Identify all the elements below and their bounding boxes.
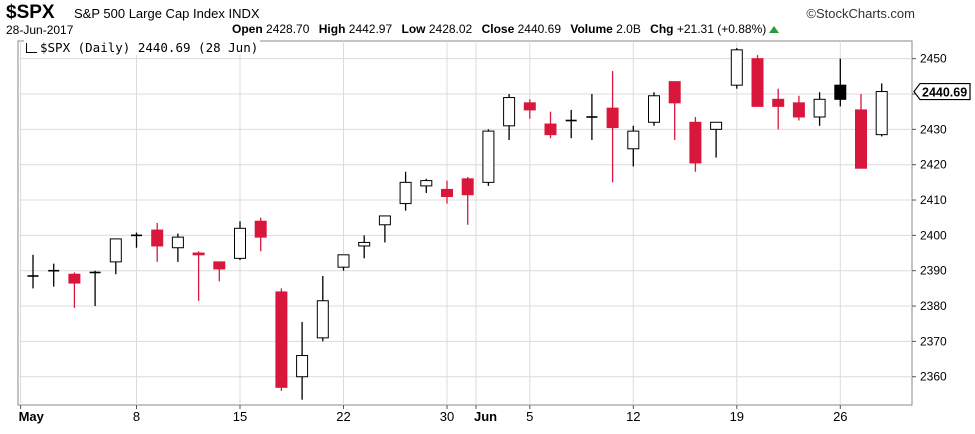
candle-body[interactable] — [730, 49, 743, 86]
ohlc-values: Open 2428.70 High 2442.97 Low 2428.02 Cl… — [232, 22, 780, 36]
close-label: Close — [481, 22, 515, 36]
exchange: INDX — [228, 6, 260, 21]
candle-body[interactable] — [813, 98, 826, 118]
low-value: 2428.02 — [428, 22, 473, 36]
x-tick-label: 26 — [833, 409, 847, 424]
candle-body[interactable] — [151, 229, 164, 247]
y-tick-label: 2370 — [920, 334, 947, 348]
candle-body[interactable] — [668, 81, 681, 104]
candle-body[interactable] — [109, 238, 122, 263]
brand[interactable]: ©StockCharts.com — [806, 6, 915, 21]
candle-body[interactable] — [710, 121, 723, 130]
y-tick-label: 2400 — [920, 228, 947, 242]
x-tick-label: 30 — [440, 409, 454, 424]
x-tick-label: 19 — [730, 409, 744, 424]
chg-value: +21.31 (+0.88%) — [676, 22, 767, 36]
high-value: 2442.97 — [348, 22, 393, 36]
open-value: 2428.70 — [266, 22, 310, 36]
candle-body[interactable] — [503, 97, 516, 127]
chart-type-icon — [26, 43, 37, 53]
candle-body[interactable] — [399, 181, 412, 205]
candle-body[interactable] — [358, 241, 371, 247]
volume-value: 2.0B — [616, 22, 641, 36]
x-tick-label: May — [19, 409, 45, 424]
y-tick-label: 2450 — [920, 52, 947, 66]
candle-body[interactable] — [751, 58, 764, 107]
candle-body[interactable] — [855, 109, 867, 169]
brand-name[interactable]: StockCharts.com — [816, 6, 915, 21]
candle-body[interactable] — [689, 121, 702, 164]
candle-body[interactable] — [420, 180, 433, 187]
y-tick-label: 2420 — [920, 158, 947, 172]
candle-body[interactable] — [378, 215, 391, 226]
candle-body[interactable] — [254, 220, 267, 238]
x-tick-label: Jun — [474, 409, 497, 424]
series-label-text: $SPX (Daily) 2440.69 (28 Jun) — [40, 40, 259, 55]
candle-body[interactable] — [544, 123, 557, 136]
quote-date: 28-Jun-2017 — [6, 23, 74, 37]
candle-body[interactable] — [834, 84, 847, 100]
last-price-label: 2440.69 — [922, 86, 967, 100]
y-tick-label: 2390 — [920, 264, 947, 278]
x-tick-label: 5 — [526, 409, 533, 424]
title-row: $SPX S&P 500 Large Cap Index INDX ©Stock… — [0, 2, 975, 24]
open-label: Open — [232, 22, 263, 36]
candle-body[interactable] — [772, 98, 785, 107]
high-label: High — [318, 22, 346, 36]
candle-body[interactable] — [213, 261, 226, 270]
last-price-marker — [913, 82, 971, 101]
low-label: Low — [401, 22, 426, 36]
candle-body[interactable] — [792, 102, 805, 118]
x-tick-label: 8 — [133, 409, 140, 424]
index-name: S&P 500 Large Cap Index INDX — [74, 6, 260, 21]
y-tick-label: 2360 — [920, 370, 947, 384]
candle-body[interactable] — [875, 91, 888, 136]
x-tick-label: 15 — [233, 409, 247, 424]
candle-body[interactable] — [337, 254, 350, 268]
candle-body[interactable] — [627, 130, 640, 150]
y-tick-label: 2410 — [920, 193, 947, 207]
candle-body[interactable] — [648, 95, 660, 123]
close-value: 2440.69 — [517, 22, 561, 36]
candle-body[interactable] — [316, 300, 329, 339]
candle-body[interactable] — [192, 252, 205, 256]
candle-body[interactable] — [296, 355, 309, 378]
series-label: $SPX (Daily) 2440.69 (28 Jun) — [24, 40, 261, 55]
up-arrow-icon — [769, 26, 780, 34]
y-tick-label: 2430 — [920, 122, 947, 136]
candle-body[interactable] — [441, 188, 453, 197]
x-tick-label: 12 — [626, 409, 640, 424]
candle-body[interactable] — [275, 291, 288, 388]
volume-label: Volume — [570, 22, 613, 36]
candle-body[interactable] — [461, 178, 474, 196]
index-full-name: S&P 500 Large Cap Index — [74, 6, 225, 21]
candle-body[interactable] — [68, 273, 81, 284]
price-chart[interactable]: 2360237023802390240024102420243024402450… — [0, 38, 975, 434]
y-tick-label: 2380 — [920, 299, 947, 313]
quote-row: 28-Jun-2017 Open 2428.70 High 2442.97 Lo… — [0, 22, 975, 38]
symbol: $SPX — [6, 2, 55, 23]
candle-body[interactable] — [523, 102, 536, 111]
candle-body[interactable] — [482, 130, 495, 183]
candle-body[interactable] — [234, 227, 246, 259]
chg-label: Chg — [650, 22, 674, 36]
candle-body[interactable] — [606, 107, 619, 129]
candle-body[interactable] — [171, 236, 184, 249]
x-tick-label: 22 — [336, 409, 350, 424]
